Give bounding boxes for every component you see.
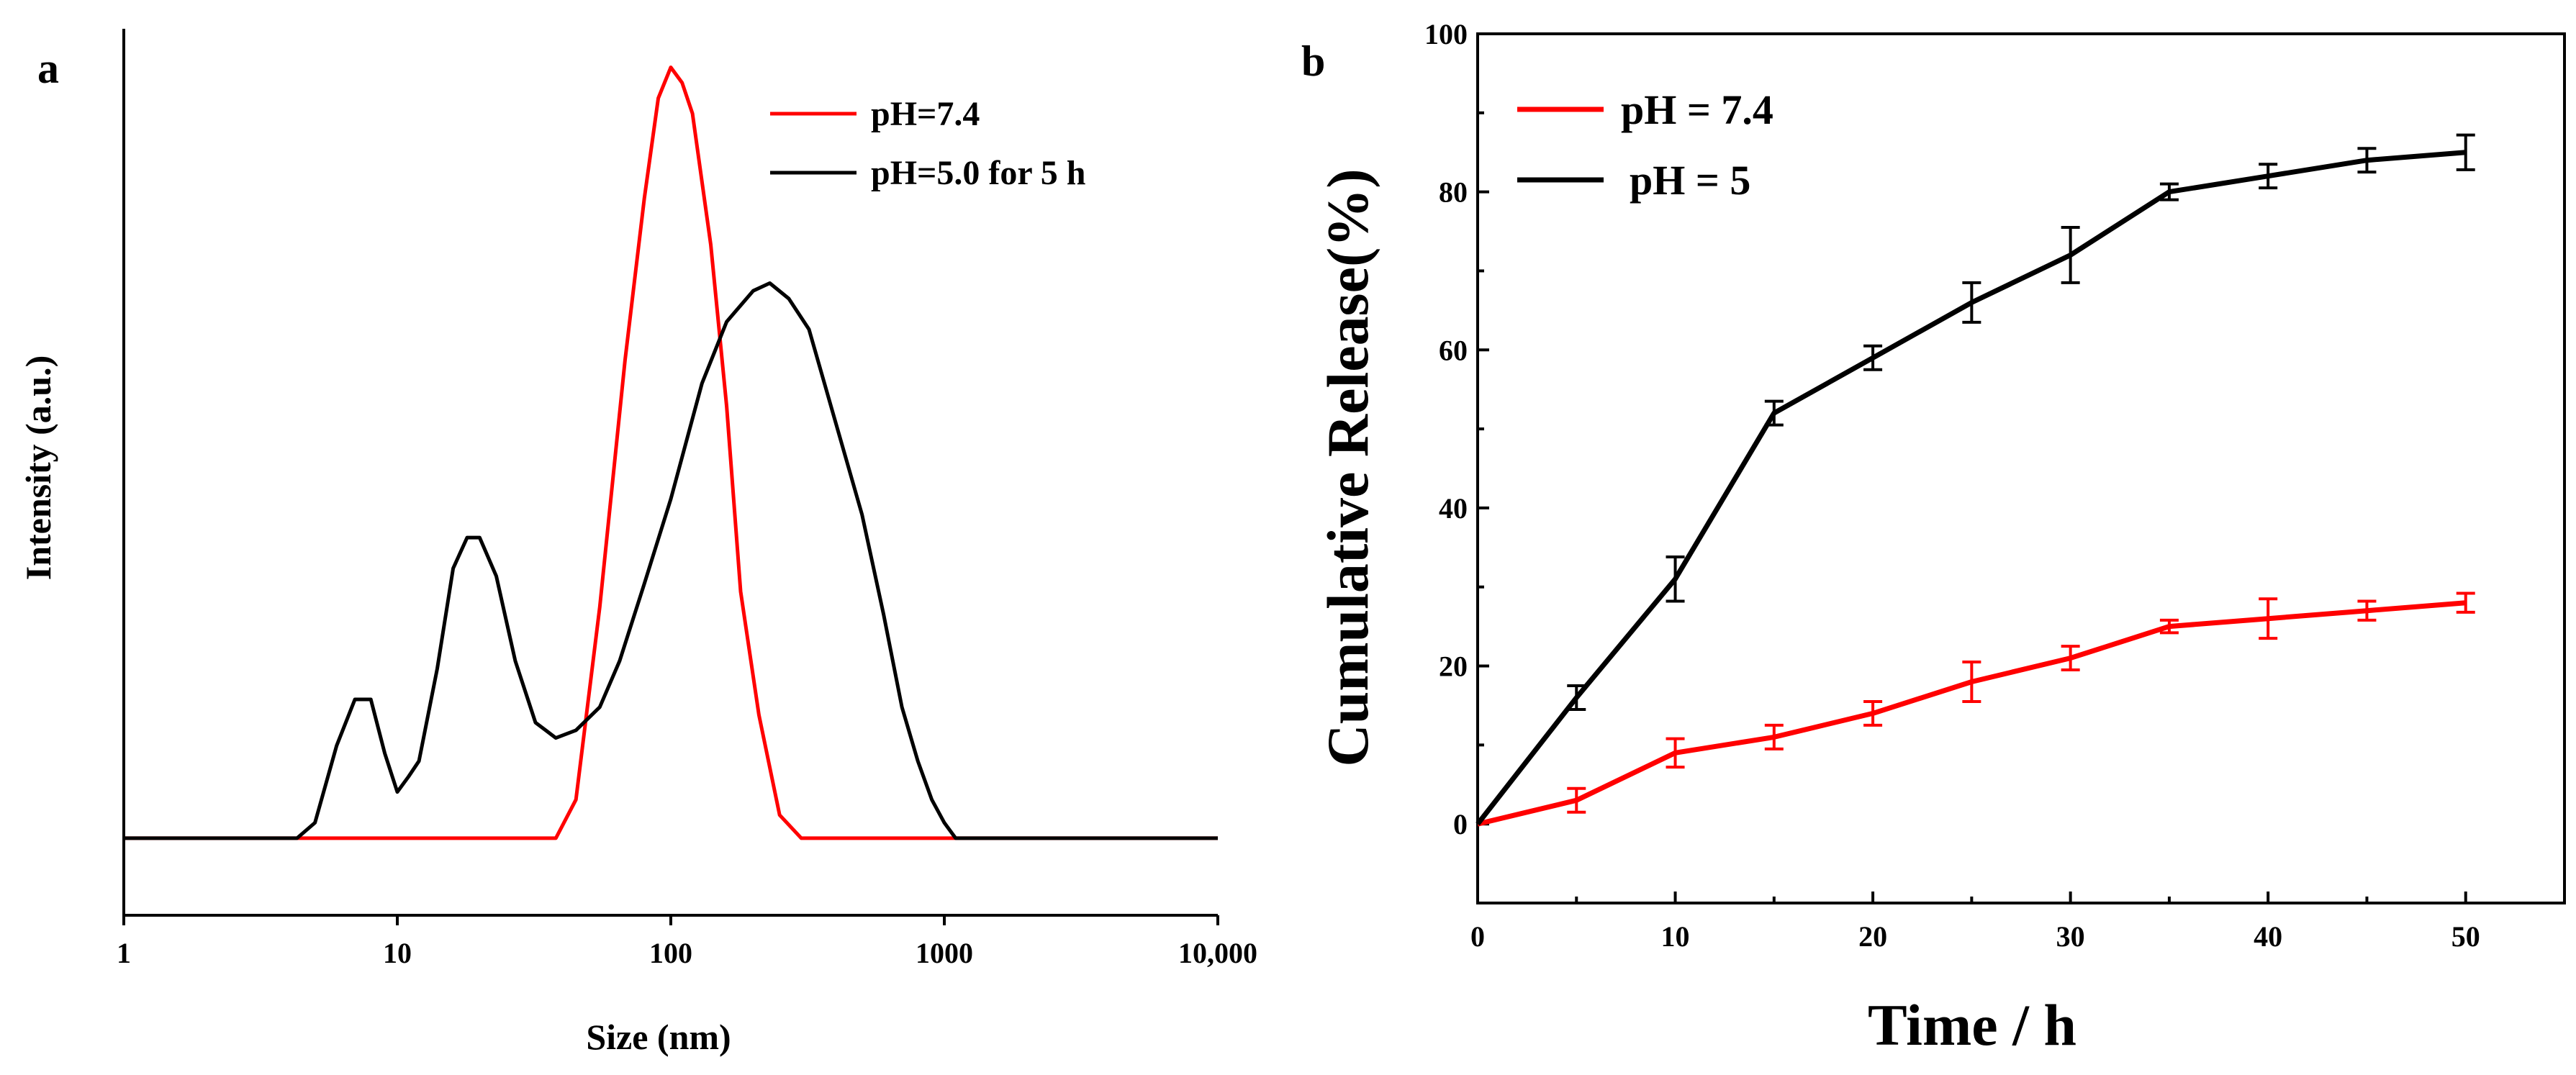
panel-b-legend: pH = 7.4 pH = 5 — [1517, 86, 1773, 204]
panel-b-error-bar — [1764, 723, 1784, 750]
panel-a-x-tick-label: 10 — [383, 937, 412, 969]
panel-b-x-tick-label: 10 — [1661, 920, 1690, 953]
panel-b-y-tick-label: 100 — [1424, 18, 1468, 50]
panel-b-error-bar — [2159, 182, 2179, 201]
panel-b-error-bar — [1666, 737, 1685, 769]
panel-b-x-tick-label: 20 — [1858, 920, 1887, 953]
panel-b-error-bar — [2456, 591, 2475, 614]
panel-b-series-group — [1475, 133, 2475, 827]
panel-a-legend-label-2: pH=5.0 for 5 h — [871, 154, 1086, 192]
panel-a-x-label: Size (nm) — [586, 1017, 731, 1057]
panel-a-x-tick-label: 10,000 — [1178, 937, 1257, 969]
panel-a: a 1 10 100 1000 10,000 Size (nm) Intensity (… — [18, 29, 1257, 1057]
panel-b-error-bar — [1962, 281, 1981, 324]
panel-b-error-bar — [2259, 163, 2278, 190]
panel-b-x-tick-label: 50 — [2451, 920, 2480, 953]
panel-b-error-bar — [1863, 699, 1883, 727]
panel-a-y-label: Intensity (a.u.) — [18, 355, 58, 581]
panel-a-series-line-2 — [124, 281, 1218, 840]
panel-a-series-group — [124, 65, 1218, 840]
panel-a-series-line-1 — [124, 65, 1218, 840]
panel-b-y-label: Cumulative Release(%) — [1315, 168, 1380, 766]
panel-b-error-bar — [1764, 399, 1784, 427]
panel-a-legend: pH=7.4 pH=5.0 for 5 h — [770, 95, 1086, 192]
panel-b-y-tick-label: 60 — [1439, 334, 1468, 366]
panel-b-x-tick-label: 30 — [2056, 920, 2085, 953]
panel-b-error-bar — [1962, 661, 1981, 703]
panel-b-legend-label-2: pH = 5 — [1630, 157, 1750, 204]
panel-b: b 0 10 20 30 40 50 0 20 40 60 80 100 Time / h Cumul… — [1301, 18, 2566, 1058]
panel-b-error-bar — [1666, 555, 1685, 603]
panel-a-x-tick-label: 100 — [649, 937, 692, 969]
panel-a-legend-label-1: pH=7.4 — [871, 95, 980, 133]
panel-b-legend-label-1: pH = 7.4 — [1621, 86, 1773, 133]
panel-b-error-bar — [2061, 645, 2080, 672]
panel-b-x-tick-label: 0 — [1470, 920, 1485, 953]
panel-b-error-bar — [1567, 786, 1586, 814]
panel-b-error-bar — [2259, 597, 2278, 640]
panel-a-x-ticks: 1 10 100 1000 10,000 — [117, 915, 1257, 969]
panel-b-error-bar — [2456, 133, 2475, 171]
panel-b-y-tick-label: 80 — [1439, 176, 1468, 209]
panel-b-error-bar — [1567, 684, 1586, 711]
panel-a-x-tick-label: 1 — [117, 937, 131, 969]
panel-b-series-line-2 — [1475, 150, 2466, 826]
panel-b-ticks: 0 10 20 30 40 50 0 20 40 60 80 100 — [1424, 18, 2480, 953]
panel-b-y-tick-label: 0 — [1453, 808, 1468, 840]
panel-b-plot-frame — [1476, 32, 2566, 904]
panel-b-error-bar — [2357, 147, 2377, 174]
panel-b-y-tick-label: 40 — [1439, 492, 1468, 525]
panel-b-label: b — [1301, 37, 1325, 85]
panel-b-y-tick-label: 20 — [1439, 650, 1468, 683]
panel-b-error-bar — [2159, 618, 2179, 635]
panel-b-error-bar — [2061, 226, 2080, 284]
panel-b-error-bar — [2357, 599, 2377, 622]
panel-b-x-label: Time / h — [1868, 992, 2076, 1058]
panel-b-error-bar — [1863, 344, 1883, 371]
panel-a-label: a — [37, 45, 59, 92]
panel-a-x-tick-label: 1000 — [916, 937, 973, 969]
panel-b-x-tick-label: 40 — [2254, 920, 2282, 953]
